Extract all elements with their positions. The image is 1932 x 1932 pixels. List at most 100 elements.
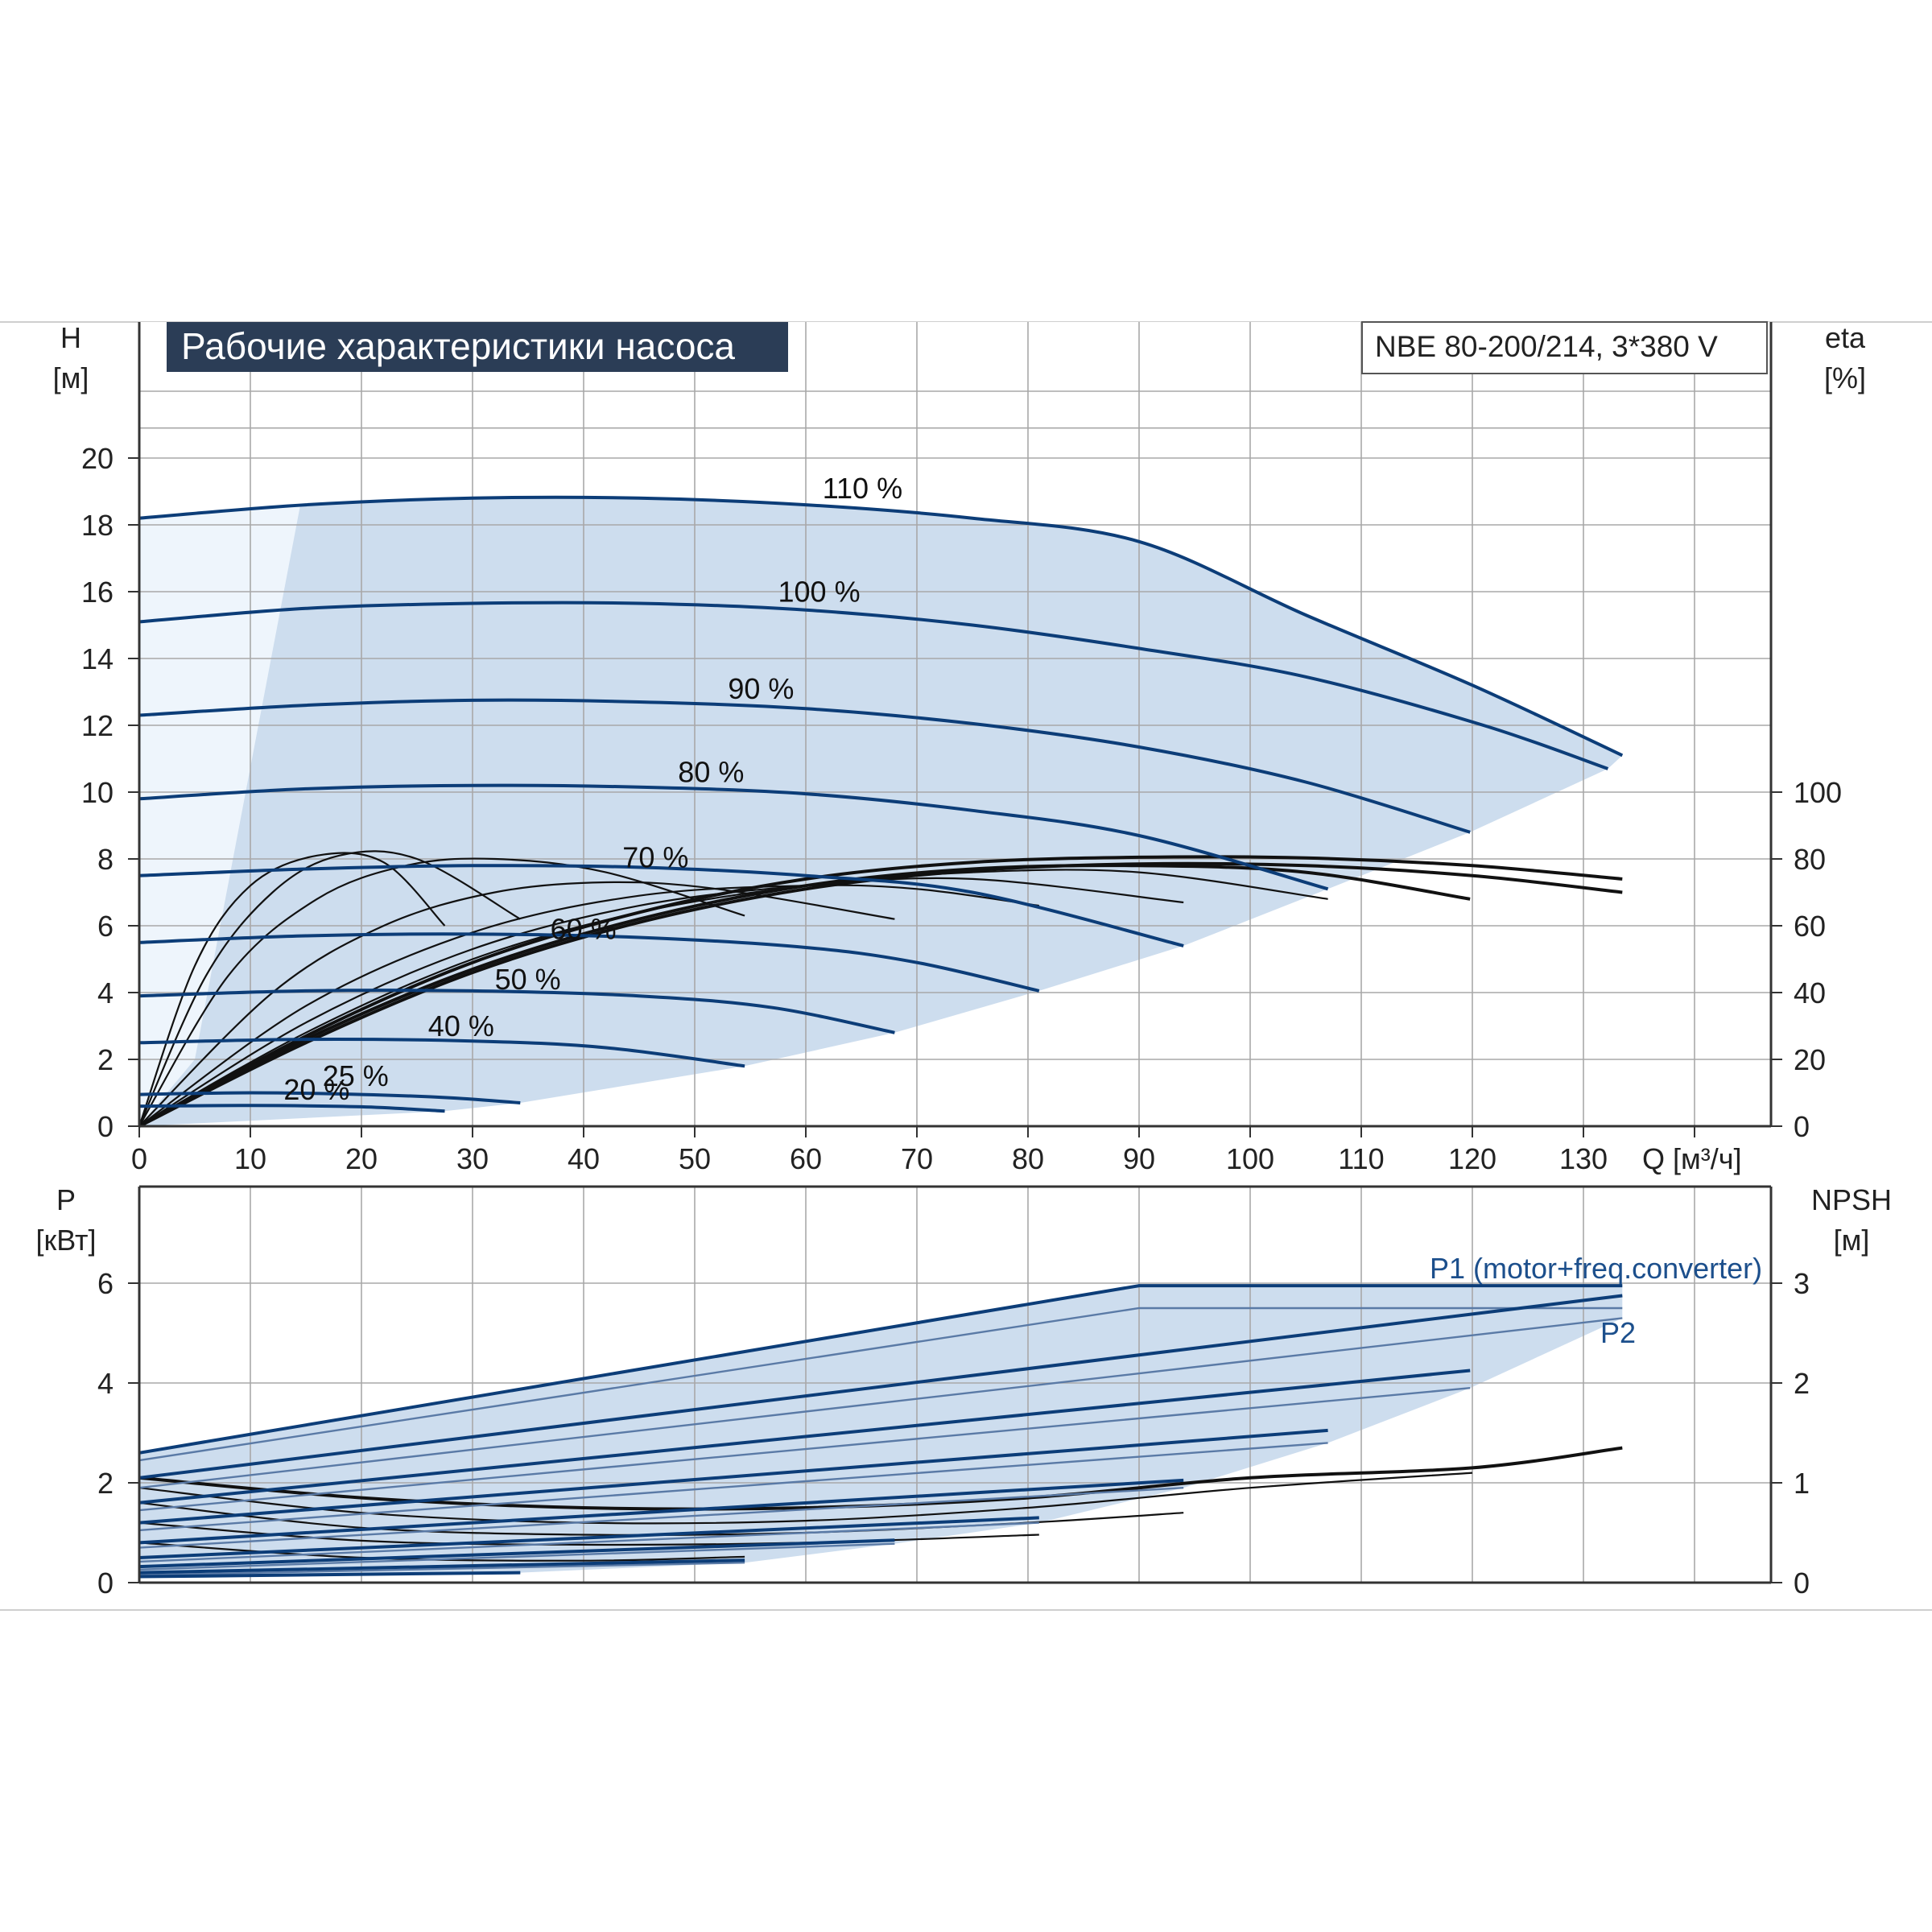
speed-label: 60 % bbox=[551, 913, 617, 946]
y-tick-label: 20 bbox=[81, 442, 114, 475]
x-tick-label: 100 bbox=[1226, 1142, 1274, 1175]
p1-curve bbox=[138, 1538, 895, 1569]
efficiency-curve bbox=[138, 852, 446, 1127]
model-label: NBE 80-200/214, 3*380 V bbox=[1375, 330, 1718, 363]
annotation-p2: P2 bbox=[1600, 1316, 1636, 1349]
x-tick-label: 60 bbox=[790, 1142, 822, 1175]
p1-curve bbox=[138, 1571, 521, 1579]
npsh-curve bbox=[138, 1472, 1473, 1525]
speed-label: 80 % bbox=[678, 756, 744, 789]
p1-curve bbox=[138, 1478, 1184, 1545]
power-y-tick-label: 6 bbox=[97, 1267, 114, 1300]
y2-tick-label: 0 bbox=[1794, 1110, 1810, 1143]
y2-tick-label: 40 bbox=[1794, 976, 1826, 1009]
speed-label: 50 % bbox=[495, 963, 561, 996]
npsh-y-tick-label: 2 bbox=[1794, 1367, 1810, 1400]
npsh-y-tick-label: 3 bbox=[1794, 1267, 1810, 1300]
head-curve bbox=[138, 495, 1624, 758]
x-tick-label: 110 bbox=[1338, 1142, 1384, 1175]
x-tick-label: 130 bbox=[1559, 1142, 1608, 1175]
p2-curve bbox=[138, 1487, 1184, 1549]
y-axis-label-power: P bbox=[56, 1183, 76, 1216]
y-tick-label: 0 bbox=[97, 1110, 114, 1143]
x-tick-label: 0 bbox=[131, 1142, 147, 1175]
npsh-y-tick-label: 0 bbox=[1794, 1567, 1810, 1600]
y2-axis-label-eta: eta bbox=[1825, 321, 1866, 354]
y-tick-label: 8 bbox=[97, 843, 114, 876]
p1-curve bbox=[138, 1428, 1328, 1525]
head-curve bbox=[138, 783, 1329, 891]
speed-label: 40 % bbox=[428, 1009, 494, 1042]
y2-axis-unit-npsh: [м] bbox=[1834, 1224, 1870, 1257]
p2-curve bbox=[138, 1442, 1328, 1532]
annotation-p1: P1 (motor+freq.converter) bbox=[1430, 1252, 1762, 1285]
p2-curve bbox=[138, 1317, 1623, 1489]
x-tick-label: 40 bbox=[568, 1142, 600, 1175]
p1-curve bbox=[138, 1368, 1471, 1505]
efficiency-curve bbox=[138, 884, 1039, 1127]
speed-label: 100 % bbox=[778, 575, 861, 608]
y-tick-label: 12 bbox=[81, 709, 114, 742]
x-tick-label: 70 bbox=[901, 1142, 933, 1175]
npsh-y-tick-label: 1 bbox=[1794, 1467, 1810, 1500]
y-tick-label: 16 bbox=[81, 576, 114, 609]
x-tick-label: 50 bbox=[679, 1142, 711, 1175]
p1-curve bbox=[138, 1284, 1623, 1455]
power-chart-panel: 0 2 4 6 0 1 2 3 P [кВт] NPSH [м] P1 (motor+freq… bbox=[35, 1183, 1892, 1600]
y-tick-label: 6 bbox=[97, 910, 114, 943]
y-axis-unit-head: [м] bbox=[53, 361, 89, 394]
p2-curve bbox=[138, 1542, 895, 1571]
y-tick-label: 2 bbox=[97, 1043, 114, 1076]
p2-curve bbox=[138, 1307, 1623, 1462]
head-axes: 0 2 4 6 8 10 12 14 16 18 20 0 20 40 60 80 100 0 10 20 30 40 50… bbox=[81, 322, 1842, 1175]
head-curve bbox=[138, 989, 895, 1034]
x-tick-label: 80 bbox=[1012, 1142, 1044, 1175]
head-curve bbox=[138, 698, 1471, 834]
head-chart-panel: 110 %100 %90 %80 %70 %60 %50 %40 %25 %20… bbox=[53, 321, 1866, 1175]
x-tick-label: 120 bbox=[1448, 1142, 1496, 1175]
operating-region bbox=[139, 497, 1623, 1126]
chart-title-box bbox=[167, 322, 788, 372]
p1-curve bbox=[138, 1558, 745, 1575]
p2-curve bbox=[138, 1387, 1471, 1512]
p2-curves bbox=[138, 1307, 1623, 1576]
y-axis-label-head: H bbox=[60, 321, 81, 354]
speed-labels: 110 % 100 % 90 % 80 % 70 % 60 % 50 %40 % 25 %20… bbox=[283, 472, 902, 1106]
power-axes: 0 2 4 6 0 1 2 3 bbox=[97, 1185, 1810, 1600]
chart-title: Рабочие характеристики насоса bbox=[181, 325, 735, 367]
head-curve bbox=[138, 864, 1184, 947]
p2-curve bbox=[138, 1521, 1039, 1563]
power-y-tick-label: 4 bbox=[97, 1367, 114, 1400]
y-tick-label: 14 bbox=[81, 642, 114, 675]
speed-label: 90 % bbox=[728, 672, 794, 705]
efficiency-curve bbox=[138, 855, 1623, 1128]
efficiency-curve bbox=[138, 869, 1328, 1127]
y2-tick-label: 60 bbox=[1794, 910, 1826, 943]
y-axis-unit-power: [кВт] bbox=[35, 1224, 96, 1257]
x-tick-label: 30 bbox=[456, 1142, 489, 1175]
min-flow-zone bbox=[139, 505, 301, 1126]
npsh-curve bbox=[138, 1542, 745, 1562]
p2-curve bbox=[138, 1562, 745, 1576]
speed-label: 25 % bbox=[323, 1059, 389, 1092]
y2-axis-label-npsh: NPSH bbox=[1811, 1183, 1892, 1216]
p1-curve bbox=[138, 1294, 1623, 1480]
head-curve bbox=[138, 601, 1609, 770]
x-axis-label: Q [м³/ч] bbox=[1642, 1142, 1742, 1175]
y2-axis-unit-eta: [%] bbox=[1824, 361, 1866, 394]
y-tick-label: 10 bbox=[81, 776, 114, 809]
y2-tick-label: 20 bbox=[1794, 1043, 1826, 1076]
head-curve bbox=[138, 932, 1040, 993]
efficiency-curve bbox=[138, 881, 895, 1127]
x-tick-label: 20 bbox=[345, 1142, 378, 1175]
speed-label: 20 % bbox=[283, 1073, 349, 1106]
p1-curves bbox=[138, 1284, 1623, 1579]
speed-label: 70 % bbox=[622, 840, 688, 873]
y-tick-label: 18 bbox=[81, 509, 114, 542]
x-tick-label: 90 bbox=[1123, 1142, 1155, 1175]
power-y-tick-label: 2 bbox=[97, 1467, 114, 1500]
y2-tick-label: 80 bbox=[1794, 843, 1826, 876]
power-grid bbox=[139, 1187, 1771, 1583]
y2-tick-label: 100 bbox=[1794, 776, 1842, 809]
head-curve bbox=[138, 1104, 445, 1113]
